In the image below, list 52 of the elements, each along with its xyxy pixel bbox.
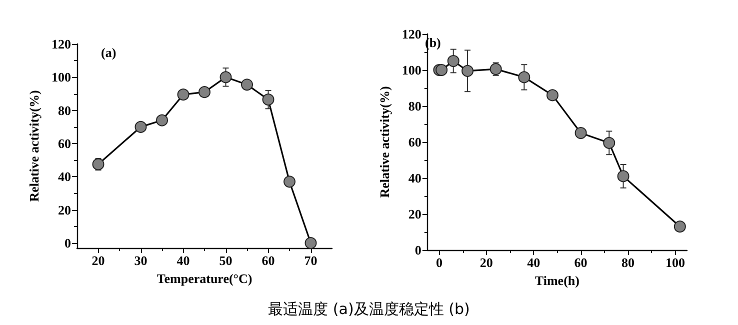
point	[284, 176, 296, 188]
y-tick-label: 20	[408, 206, 422, 222]
x-tick-label: 60	[262, 253, 275, 268]
x-tick-label: 70	[304, 253, 318, 268]
x-tick-label: 20	[480, 255, 493, 270]
y-tick-label: 120	[402, 26, 422, 42]
y-axis-title: Relative activity(%)	[26, 90, 42, 202]
point	[198, 86, 210, 98]
point	[617, 170, 630, 182]
point	[603, 136, 616, 149]
point	[546, 89, 558, 102]
y-tick-label: 100	[402, 62, 422, 78]
x-tick-label: 40	[527, 255, 540, 270]
point	[156, 114, 168, 126]
point	[674, 220, 686, 233]
x-tick-label: 100	[665, 255, 685, 270]
y-tick-label: 0	[414, 242, 422, 258]
y-tick-label: 40	[58, 169, 71, 184]
point	[92, 158, 104, 170]
x-axis-title: Temperature(°C)	[156, 270, 252, 286]
x-axis-title: Time(h)	[534, 272, 580, 288]
point	[134, 120, 147, 133]
point	[462, 64, 474, 77]
x-tick-label: 30	[134, 253, 148, 268]
y-tick-label: 20	[58, 202, 71, 218]
point	[518, 71, 530, 84]
x-tick-label: 50	[219, 253, 232, 268]
y-tick-label: 0	[64, 236, 71, 251]
point	[574, 127, 587, 139]
point	[241, 78, 253, 91]
x-tick-label: 20	[92, 253, 105, 268]
y-axis-title: Relative activity(%)	[377, 86, 392, 198]
y-tick-label: 100	[52, 70, 71, 85]
annotation: (a)	[101, 45, 116, 60]
x-tick-label: 0	[436, 255, 442, 270]
point	[177, 88, 190, 101]
point	[490, 63, 502, 76]
point	[304, 237, 317, 250]
x-tick-label: 40	[176, 253, 190, 268]
point	[220, 71, 232, 84]
point	[436, 64, 448, 76]
y-tick-label: 80	[408, 98, 422, 114]
y-tick-label: 80	[58, 102, 71, 118]
point	[447, 55, 460, 67]
y-tick-label: 40	[408, 170, 422, 186]
y-tick-label: 60	[408, 134, 422, 150]
y-tick-label: 120	[52, 36, 71, 52]
x-tick-label: 80	[622, 255, 634, 270]
y-tick-label: 60	[58, 136, 71, 152]
text: 最适温度 (a)及温度稳定性 (b)	[267, 300, 471, 319]
x-tick-label: 60	[574, 255, 588, 270]
point	[262, 94, 274, 106]
